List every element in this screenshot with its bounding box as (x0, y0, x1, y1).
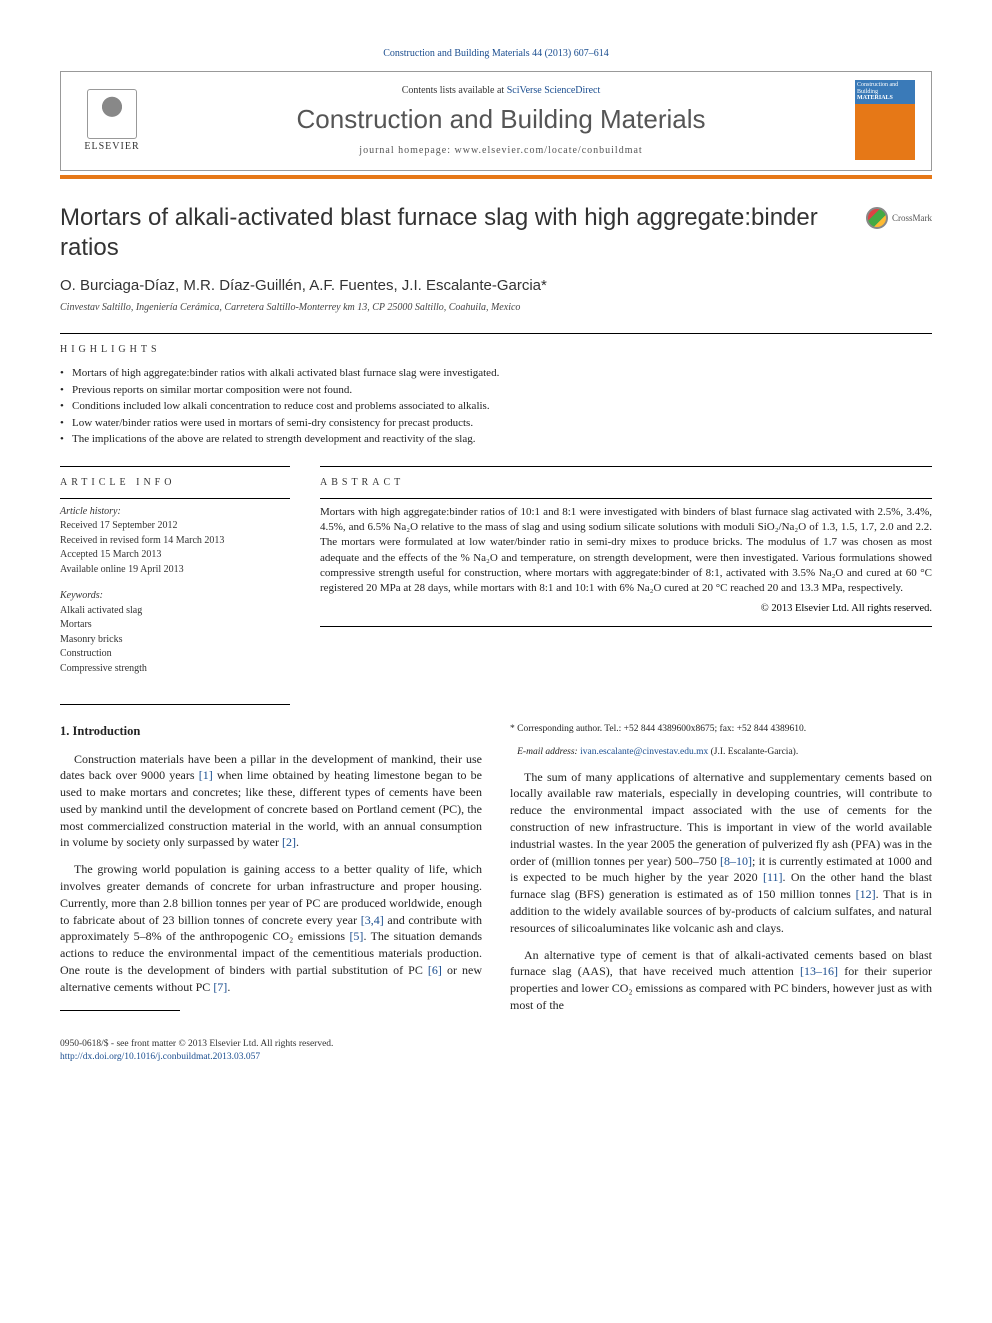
highlight-item: The implications of the above are relate… (60, 431, 932, 448)
publisher-name: ELSEVIER (84, 141, 139, 152)
elsevier-logo: ELSEVIER (77, 89, 147, 152)
authors-text: O. Burciaga-Díaz, M.R. Díaz-Guillén, A.F… (60, 277, 541, 294)
citation-link[interactable]: [3,4] (361, 913, 384, 927)
crossmark-badge[interactable]: CrossMark (866, 207, 932, 229)
page-footer: 0950-0618/$ - see front matter © 2013 El… (60, 1038, 932, 1064)
keyword-item: Alkali activated slag (60, 604, 290, 619)
sciencedirect-link[interactable]: SciVerse ScienceDirect (507, 85, 601, 96)
citation-link[interactable]: [7] (213, 980, 227, 994)
citation-link[interactable]: [6] (428, 963, 442, 977)
body-text: 1. Introduction Construction materials h… (60, 723, 932, 1020)
citation-link[interactable]: [12] (856, 887, 876, 901)
corresponding-marker: * (541, 277, 547, 294)
rule-below-keywords (60, 704, 290, 705)
journal-homepage: journal homepage: www.elsevier.com/locat… (147, 145, 855, 156)
history-revised: Received in revised form 14 March 2013 (60, 534, 290, 549)
email-author-name: (J.I. Escalante-Garcia). (708, 747, 798, 757)
body-paragraph: The growing world population is gaining … (60, 861, 482, 995)
abstract-text: Mortars with high aggregate:binder ratio… (320, 505, 932, 597)
email-label: E-mail address: (517, 747, 578, 757)
affiliation: Cinvestav Saltillo, Ingeniería Cerámica,… (60, 302, 932, 313)
keywords-heading: Keywords: (60, 589, 290, 604)
journal-header-box: ELSEVIER Contents lists available at Sci… (60, 71, 932, 171)
body-paragraph: Construction materials have been a pilla… (60, 751, 482, 852)
section-1-heading: 1. Introduction (60, 723, 482, 741)
citation-link[interactable]: [2] (282, 835, 296, 849)
keyword-item: Compressive strength (60, 662, 290, 677)
doi-link[interactable]: http://dx.doi.org/10.1016/j.conbuildmat.… (60, 1052, 260, 1062)
keyword-item: Mortars (60, 618, 290, 633)
rule-below-abstract (320, 626, 932, 627)
history-received: Received 17 September 2012 (60, 519, 290, 534)
crossmark-icon (866, 207, 888, 229)
rule-below-article-info-label (60, 498, 290, 499)
highlights-list: Mortars of high aggregate:binder ratios … (60, 365, 932, 448)
citation-link[interactable]: [1] (199, 768, 213, 782)
highlight-item: Mortars of high aggregate:binder ratios … (60, 365, 932, 382)
article-info-block: Article history: Received 17 September 2… (60, 505, 290, 677)
highlights-label: highlights (60, 334, 932, 365)
abstract-copyright: © 2013 Elsevier Ltd. All rights reserved… (320, 603, 932, 614)
article-info-label: article info (60, 467, 290, 498)
email-footnote: E-mail address: ivan.escalante@cinvestav… (510, 746, 932, 759)
contents-available-line: Contents lists available at SciVerse Sci… (147, 85, 855, 96)
cover-text-bottom: MATERIALS (857, 95, 913, 102)
journal-name: Construction and Building Materials (147, 104, 855, 135)
email-link[interactable]: ivan.escalante@cinvestav.edu.mx (580, 747, 708, 757)
footer-copyright: 0950-0618/$ - see front matter © 2013 El… (60, 1038, 932, 1051)
highlight-item: Conditions included low alkali concentra… (60, 398, 932, 415)
cover-text-top: Construction and Building (857, 82, 913, 95)
citation-link[interactable]: [13–16] (800, 964, 838, 978)
footnote-separator (60, 1010, 180, 1011)
journal-citation: Construction and Building Materials 44 (… (60, 48, 932, 59)
body-paragraph: The sum of many applications of alternat… (510, 769, 932, 937)
elsevier-tree-icon (87, 89, 137, 139)
history-heading: Article history: (60, 505, 290, 520)
rule-below-abstract-label (320, 498, 932, 499)
article-title: Mortars of alkali-activated blast furnac… (60, 203, 850, 263)
highlight-item: Previous reports on similar mortar compo… (60, 382, 932, 399)
keyword-item: Construction (60, 647, 290, 662)
highlight-item: Low water/binder ratios were used in mor… (60, 415, 932, 432)
citation-link[interactable]: [11] (763, 870, 783, 884)
body-paragraph: An alternative type of cement is that of… (510, 947, 932, 1014)
corresponding-author-footnote: * Corresponding author. Tel.: +52 844 43… (510, 723, 932, 736)
history-accepted: Accepted 15 March 2013 (60, 548, 290, 563)
abstract-label: abstract (320, 467, 932, 498)
crossmark-label: CrossMark (892, 213, 932, 223)
keyword-item: Masonry bricks (60, 633, 290, 648)
citation-link[interactable]: [8–10] (720, 854, 752, 868)
body-text-span: . (227, 980, 230, 994)
history-online: Available online 19 April 2013 (60, 563, 290, 578)
citation-link[interactable]: [5] (349, 929, 363, 943)
body-text-span: . (296, 835, 299, 849)
journal-cover-thumbnail: Construction and Building MATERIALS (855, 80, 915, 160)
orange-divider (60, 175, 932, 179)
contents-prefix: Contents lists available at (402, 85, 507, 96)
author-list: O. Burciaga-Díaz, M.R. Díaz-Guillén, A.F… (60, 277, 932, 294)
